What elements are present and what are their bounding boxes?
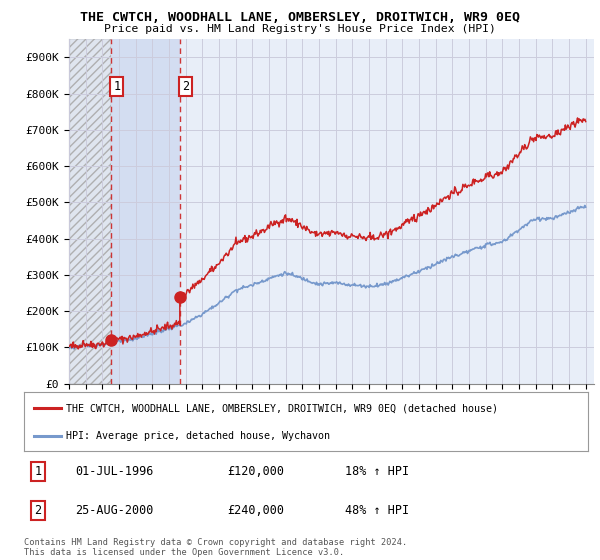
- Text: 01-JUL-1996: 01-JUL-1996: [75, 465, 153, 478]
- Text: THE CWTCH, WOODHALL LANE, OMBERSLEY, DROITWICH, WR9 0EQ (detached house): THE CWTCH, WOODHALL LANE, OMBERSLEY, DRO…: [66, 403, 499, 413]
- Text: THE CWTCH, WOODHALL LANE, OMBERSLEY, DROITWICH, WR9 0EQ: THE CWTCH, WOODHALL LANE, OMBERSLEY, DRO…: [80, 11, 520, 24]
- Text: 25-AUG-2000: 25-AUG-2000: [75, 504, 153, 517]
- Text: 2: 2: [182, 80, 190, 93]
- Bar: [69, 39, 110, 384]
- Text: 1: 1: [34, 465, 41, 478]
- Bar: [69, 39, 110, 384]
- Text: Contains HM Land Registry data © Crown copyright and database right 2024.
This d: Contains HM Land Registry data © Crown c…: [24, 538, 407, 557]
- Text: 2: 2: [34, 504, 41, 517]
- Text: £120,000: £120,000: [227, 465, 284, 478]
- Bar: [110, 39, 180, 384]
- Text: HPI: Average price, detached house, Wychavon: HPI: Average price, detached house, Wych…: [66, 431, 331, 441]
- Text: £240,000: £240,000: [227, 504, 284, 517]
- Text: 48% ↑ HPI: 48% ↑ HPI: [346, 504, 410, 517]
- Text: 18% ↑ HPI: 18% ↑ HPI: [346, 465, 410, 478]
- Text: 1: 1: [113, 80, 120, 93]
- Text: Price paid vs. HM Land Registry's House Price Index (HPI): Price paid vs. HM Land Registry's House …: [104, 24, 496, 34]
